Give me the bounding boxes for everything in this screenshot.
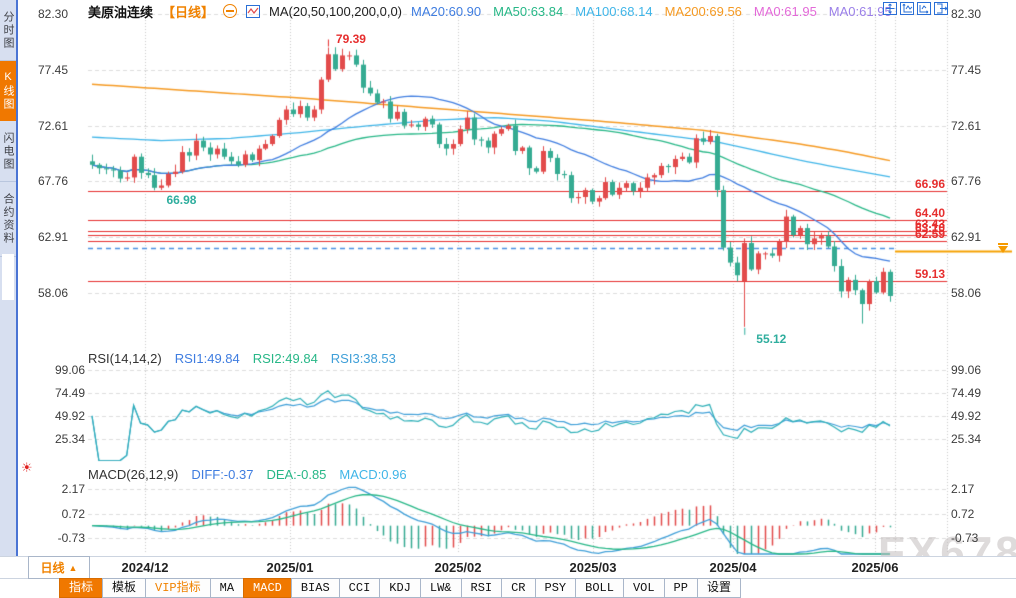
rsi-header-item: RSI(14,14,2) [88,351,162,366]
indicator-tab-指标[interactable]: 指标 [59,578,104,598]
indicator-tab-VIP指标[interactable]: VIP指标 [145,578,211,598]
rsi-header-item: RSI1:49.84 [174,351,240,366]
date-axis-label: 2025/06 [851,560,899,575]
indicator-tab-CCI[interactable]: CCI [338,578,381,598]
indicator-tab-KDJ[interactable]: KDJ [379,578,421,598]
indicator-tab-BOLL[interactable]: BOLL [575,578,624,598]
rsi-header-item: RSI2:49.84 [252,351,318,366]
dropdown-arrow-icon: ▲ [68,562,78,573]
ma-legend: MA20:60.90 MA50:63.84 MA100:68.14 MA200:69.… [411,4,892,19]
indicator-tab-CR[interactable]: CR [501,578,536,598]
date-axis-label: 2025/04 [709,560,757,575]
date-axis-label: 2025/02 [434,560,482,575]
chart-title-row: 美原油连续 【日线】 MA(20,50,100,200,0,0) MA20:60… [88,3,892,20]
period-label[interactable]: 【日线】 [162,4,215,20]
sidebar-tab-2[interactable]: K线图 [0,61,16,121]
price-alarm-icon[interactable]: ☀ [21,461,33,476]
kline-chart-icon[interactable] [246,4,261,18]
indicator-toolbar: 指标 模板 VIP指标 MA MACD BIAS CCI KDJ LW& RSI CR PSY BOLL… [59,578,741,598]
indicator-tab-MACD[interactable]: MACD [243,578,292,598]
date-axis-label: 2025/01 [266,560,314,575]
exit-chart-icon[interactable] [934,2,948,15]
instrument-title: 美原油连续 [88,4,154,20]
sidebar-tab-1[interactable]: 分时图 [0,0,16,61]
ma-legend-item: MA100:68.14 [575,3,653,19]
collapse-icon[interactable] [223,4,238,18]
indicator-tab-RSI[interactable]: RSI [460,578,503,598]
sidebar: 分时图 K线图 闪电图 合约资料 [0,0,18,556]
indicator-tab-VOL[interactable]: VOL [622,578,665,598]
rsi-header-item: RSI3:38.53 [330,351,396,366]
ma-legend-item: MA50:63.84 [493,3,564,19]
ma-legend-item: MA0:61.95 [753,3,817,19]
ma-legend-item: MA20:60.90 [411,3,482,19]
rsi-header: RSI(14,14,2) RSI1:49.84 RSI2:49.84 RSI3:38.… [88,351,396,366]
macd-header-item: MACD:0.96 [339,467,407,482]
axis-scale-icon[interactable] [900,2,914,15]
chart-toolbar-icons [883,2,948,15]
indicator-tab-设置[interactable]: 设置 [696,578,741,598]
date-axis-label: 2024/12 [121,560,169,575]
sidebar-tab-3[interactable]: 闪电图 [0,121,16,182]
pan-right-icon[interactable] [917,2,931,15]
indicator-tab-PP[interactable]: PP [663,578,698,598]
indicator-tab-MA[interactable]: MA [209,578,245,598]
ma-settings-label: MA(20,50,100,200,0,0) [269,3,403,19]
macd-header-item: DEA:-0.85 [266,467,327,482]
macd-header-item: MACD(26,12,9) [88,467,179,482]
indicator-tab-PSY[interactable]: PSY [534,578,577,598]
period-selector-label: 日线 [40,561,65,575]
ma-legend-item: MA200:69.56 [664,3,742,19]
crosshair-icon[interactable] [883,2,897,15]
sidebar-tab-4[interactable]: 合约资料 [0,182,16,257]
ma-legend-item: MA0:61.95 [828,3,892,19]
date-axis-label: 2025/03 [569,560,617,575]
indicator-tab-BIAS[interactable]: BIAS [290,578,340,598]
indicator-tab-LW&[interactable]: LW& [419,578,462,598]
macd-header-item: DIFF:-0.37 [191,467,254,482]
date-axis-row: 日线 ▲ 2024/12 2025/01 2025/02 2025/03 2025/04… [0,556,1016,579]
indicator-tab-模板[interactable]: 模板 [102,578,147,598]
price-alert-marker[interactable] [998,243,1008,253]
sidebar-spacer [2,254,14,300]
macd-header: MACD(26,12,9) DIFF:-0.37 DEA:-0.85 MACD:0.9… [88,467,407,482]
period-selector-button[interactable]: 日线 ▲ [28,556,90,579]
